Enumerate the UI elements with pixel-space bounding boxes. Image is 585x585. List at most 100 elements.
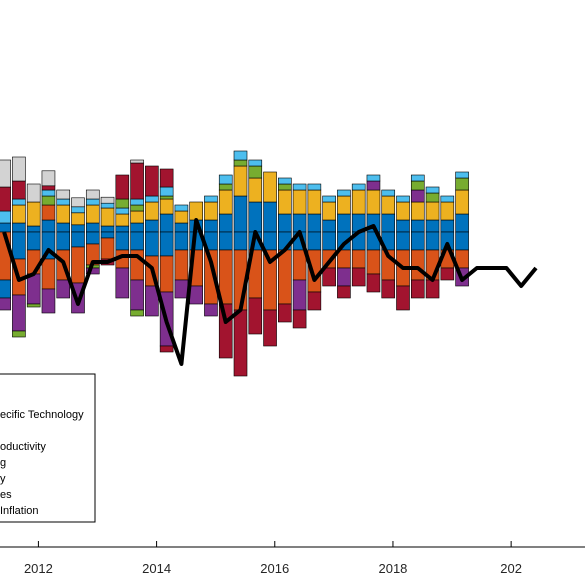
bar-segment-purple xyxy=(115,267,130,299)
bar-segment-blue xyxy=(174,231,189,251)
bar-segment-yellow xyxy=(174,210,189,224)
bar-segment-blue xyxy=(0,222,11,233)
bar-segment-cyan xyxy=(292,183,307,191)
bar-segment-green xyxy=(26,303,41,308)
bar-segment-purple xyxy=(189,285,203,305)
bar-segment-blue xyxy=(71,224,85,233)
bar-segment-blue xyxy=(100,231,115,239)
bar-segment-green xyxy=(425,192,440,203)
bar-segment-blue xyxy=(410,219,425,233)
bar-segment-cyan xyxy=(100,202,115,209)
legend-entry-label: Inflation xyxy=(0,505,39,517)
bar-segment-gray xyxy=(56,189,71,200)
bar-segment-blue xyxy=(56,222,71,233)
bar-segment-blue xyxy=(115,231,130,251)
x-tick-label: 2016 xyxy=(260,561,289,576)
bar-segment-cyan xyxy=(204,195,218,203)
x-tick-label: 2014 xyxy=(142,561,171,576)
bar-segment-blue xyxy=(233,231,248,251)
bar-segment-cyan xyxy=(440,195,455,203)
bar-segment-yellow xyxy=(218,189,233,215)
bar-segment-red xyxy=(396,285,410,311)
bar-segment-blue xyxy=(307,231,322,251)
bar-segment-red xyxy=(366,273,381,293)
bar-segment-yellow xyxy=(159,198,174,215)
bar-segment-yellow xyxy=(278,189,292,215)
bar-segment-yellow xyxy=(410,201,425,221)
bar-segment-blue xyxy=(396,219,410,233)
bar-segment-green xyxy=(455,177,469,191)
bar-segment-yellow xyxy=(337,195,351,215)
bar-segment-gray xyxy=(100,196,115,204)
bar-segment-blue xyxy=(85,231,100,245)
bar-segment-green xyxy=(130,309,144,317)
bar-segment-blue xyxy=(381,213,396,233)
bar-segment-red xyxy=(159,168,174,188)
bar-segment-red xyxy=(337,285,351,299)
bar-segment-yellow xyxy=(455,189,469,215)
bar-segment-cyan xyxy=(366,174,381,182)
bar-segment-yellow xyxy=(12,204,26,224)
bar-segment-orange xyxy=(41,204,56,221)
bar-segment-yellow xyxy=(425,201,440,221)
bar-segment-blue xyxy=(248,201,263,233)
bar-segment-cyan xyxy=(351,183,366,191)
bar-segment-blue xyxy=(85,222,100,233)
bar-segment-cyan xyxy=(278,177,292,185)
bar-segment-gray xyxy=(41,170,56,187)
x-tick-label: 2018 xyxy=(378,561,407,576)
bar-segment-blue xyxy=(0,279,11,299)
bar-segment-orange xyxy=(337,249,351,269)
bar-segment-blue xyxy=(425,231,440,251)
bar-segment-yellow xyxy=(189,201,203,221)
bar-segment-purple xyxy=(130,279,144,311)
bar-segment-blue xyxy=(292,213,307,233)
bar-segment-red xyxy=(292,309,307,329)
bar-segment-red xyxy=(218,303,233,359)
bar-segment-cyan xyxy=(71,206,85,214)
bar-segment-blue xyxy=(130,222,144,233)
bar-segment-cyan xyxy=(233,150,248,161)
x-tick-label: 202 xyxy=(500,561,522,576)
bar-segment-red xyxy=(115,174,130,200)
bar-segment-cyan xyxy=(307,183,322,191)
bar-segment-purple xyxy=(0,297,11,311)
bar-segment-green xyxy=(278,183,292,191)
bar-segment-orange xyxy=(366,249,381,275)
bar-segment-yellow xyxy=(248,177,263,203)
bar-segment-green xyxy=(159,195,174,200)
bar-segment-gray xyxy=(12,156,26,182)
bar-segment-blue xyxy=(263,201,277,233)
bar-segment-blue xyxy=(12,222,26,233)
bar-segment-cyan xyxy=(381,189,396,197)
bar-segment-cyan xyxy=(0,210,11,224)
bar-segment-blue xyxy=(204,219,218,233)
bar-segment-yellow xyxy=(26,201,41,227)
bar-segment-green xyxy=(233,159,248,167)
bar-segment-blue xyxy=(322,219,336,233)
bar-segment-cyan xyxy=(41,189,56,197)
bar-segment-green xyxy=(130,204,144,212)
bar-segment-blue xyxy=(322,231,336,251)
bar-segment-yellow xyxy=(322,201,336,221)
bar-segment-green xyxy=(41,195,56,206)
bar-segment-orange xyxy=(174,249,189,281)
bar-segment-blue xyxy=(41,219,56,233)
bar-segment-blue xyxy=(307,213,322,233)
bar-segment-red xyxy=(440,267,455,281)
bar-segment-purple xyxy=(366,180,381,191)
bar-segment-gray xyxy=(26,183,41,203)
bar-segment-red xyxy=(41,185,56,191)
bar-segment-blue xyxy=(455,231,469,251)
bar-segment-yellow xyxy=(130,210,144,224)
bar-segment-cyan xyxy=(322,195,336,203)
bar-segment-red xyxy=(145,165,159,197)
bar-segment-blue xyxy=(71,231,85,248)
bar-segment-blue xyxy=(145,231,159,257)
bar-segment-yellow xyxy=(71,212,85,226)
bar-segment-orange xyxy=(292,249,307,281)
bar-segment-cyan xyxy=(85,198,100,206)
bar-segment-blue xyxy=(440,219,455,233)
bar-segment-red xyxy=(130,162,144,200)
